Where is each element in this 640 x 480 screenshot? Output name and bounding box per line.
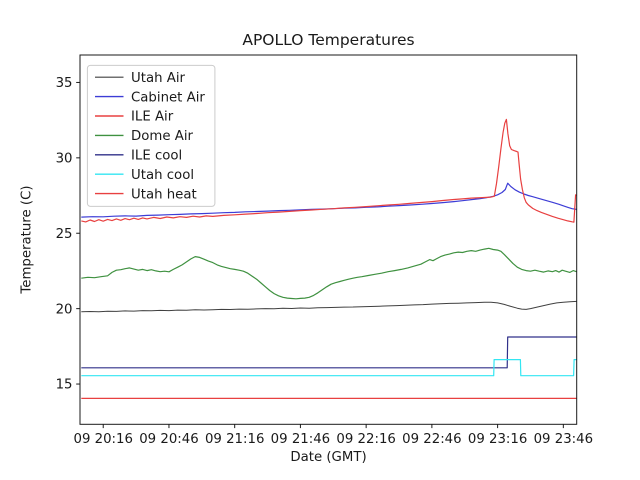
chart-title: APOLLO Temperatures <box>242 31 415 49</box>
x-tick-label: 09 21:46 <box>271 432 330 447</box>
x-tick-label: 09 20:46 <box>139 432 198 447</box>
x-axis-label: Date (GMT) <box>290 450 367 465</box>
series-line-utah-air <box>81 300 577 313</box>
legend-label-utah-air: Utah Air <box>131 71 186 86</box>
series-line-dome-air <box>81 247 577 300</box>
series-group <box>81 118 577 399</box>
series-line-ile-cool <box>81 336 577 369</box>
x-tick-label: 09 21:16 <box>205 432 264 447</box>
series-line-ile-air <box>81 118 577 223</box>
x-tick-label: 09 22:16 <box>336 432 395 447</box>
x-tick-label: 09 20:16 <box>73 432 132 447</box>
legend-label-ile-cool: ILE cool <box>131 149 182 164</box>
y-tick-label: 30 <box>56 152 73 167</box>
legend-label-cabinet-air: Cabinet Air <box>131 90 205 105</box>
series-line-cabinet-air <box>81 182 577 218</box>
axes-spines <box>79 54 578 425</box>
legend-label-utah-cool: Utah cool <box>131 168 194 183</box>
x-tick-label: 09 23:46 <box>534 432 593 447</box>
series-line-utah-cool <box>81 359 577 377</box>
x-tick-label: 09 23:16 <box>468 432 527 447</box>
x-tick-label: 09 22:46 <box>402 432 461 447</box>
legend-label-utah-heat: Utah heat <box>131 187 197 202</box>
y-tick-label: 20 <box>56 302 73 317</box>
legend-label-ile-air: ILE Air <box>131 110 174 125</box>
y-tick-label: 25 <box>56 227 73 242</box>
y-tick-label: 15 <box>56 378 73 393</box>
legend-label-dome-air: Dome Air <box>131 129 194 144</box>
legend-box <box>86 64 216 207</box>
y-tick-label: 35 <box>56 76 73 91</box>
